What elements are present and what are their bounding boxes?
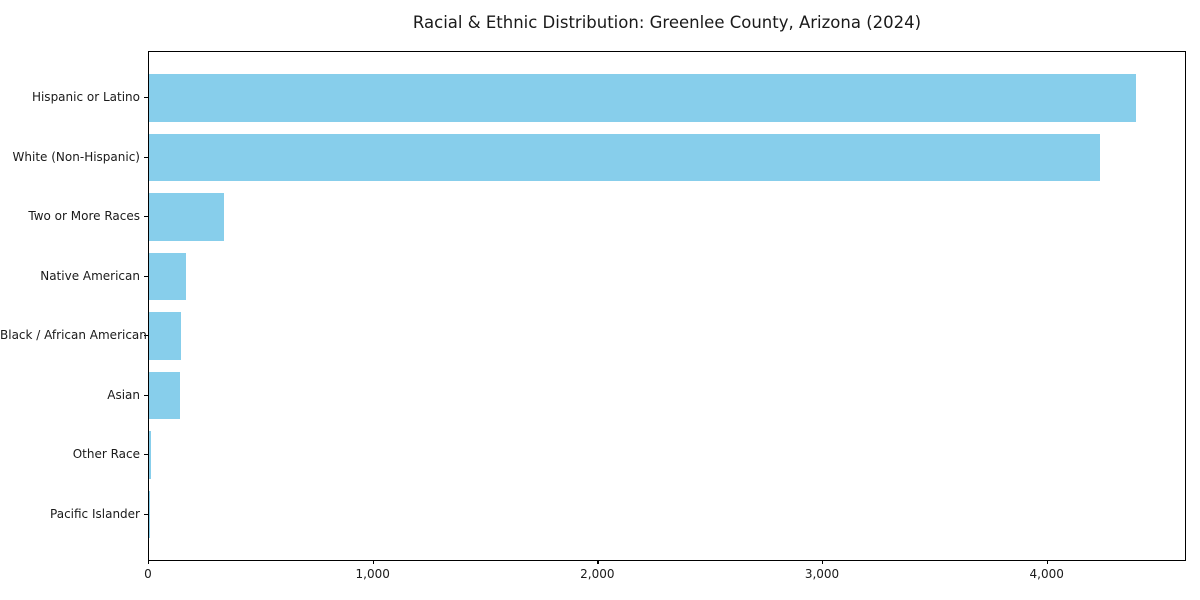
bar-black-african-american <box>149 312 181 360</box>
y-tick-label-asian: Asian <box>107 387 140 402</box>
plot-area <box>148 51 1186 561</box>
y-tick-label-pacific-islander: Pacific Islander <box>50 506 140 521</box>
y-tick-mark <box>144 454 148 456</box>
bar-hispanic-or-latino <box>149 74 1136 122</box>
y-tick-label-two-or-more-races: Two or More Races <box>28 209 140 223</box>
bar-white-non-hispanic <box>149 133 1100 182</box>
x-tick-label-2000: 2,000 <box>580 567 615 581</box>
y-tick-mark <box>144 513 148 515</box>
y-tick-mark <box>144 275 148 277</box>
x-tick-mark <box>1046 560 1048 564</box>
bar-asian <box>149 371 180 420</box>
y-tick-mark <box>144 394 148 396</box>
y-tick-label-hispanic-or-latino: Hispanic or Latino <box>31 90 140 104</box>
x-tick-label-0: 0 <box>144 567 152 581</box>
y-tick-mark <box>144 216 148 218</box>
y-tick-label-black-african-american: Black / African American <box>0 328 147 342</box>
x-tick-mark <box>822 560 824 564</box>
y-tick-label-white-non-hispanic: White (Non-Hispanic) <box>12 149 140 164</box>
y-tick-mark <box>144 97 148 99</box>
x-tick-mark <box>597 560 599 564</box>
y-tick-mark <box>144 156 148 158</box>
y-tick-label-other-race: Other Race <box>72 447 140 461</box>
chart-title: Racial & Ethnic Distribution: Greenlee C… <box>412 13 922 32</box>
x-tick-mark <box>148 560 150 564</box>
y-tick-label-native-american: Native American <box>40 268 140 283</box>
bar-two-or-more-races <box>149 193 225 241</box>
x-tick-label-3000: 3,000 <box>804 567 840 581</box>
bar-other-race <box>149 431 151 479</box>
x-tick-label-1000: 1,000 <box>355 567 390 581</box>
y-tick-mark <box>144 335 148 337</box>
x-tick-mark <box>372 560 374 564</box>
bar-native-american <box>149 252 187 301</box>
x-tick-label-4000: 4,000 <box>1029 567 1064 581</box>
